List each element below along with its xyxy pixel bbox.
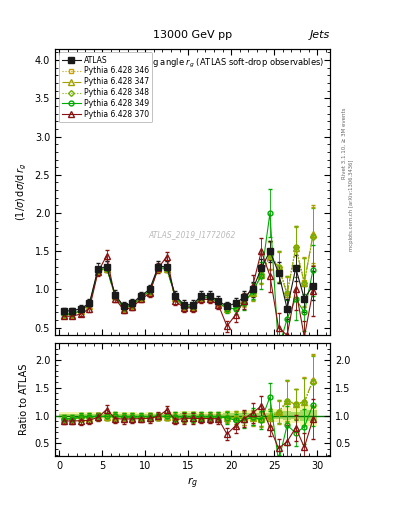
Legend: ATLAS, Pythia 6.428 346, Pythia 6.428 347, Pythia 6.428 348, Pythia 6.428 349, P: ATLAS, Pythia 6.428 346, Pythia 6.428 34… bbox=[59, 52, 152, 122]
Text: mcplots.cern.ch [arXiv:1306.3436]: mcplots.cern.ch [arXiv:1306.3436] bbox=[349, 159, 354, 250]
Text: Opening angle $r_g$ (ATLAS soft-drop observables): Opening angle $r_g$ (ATLAS soft-drop obs… bbox=[122, 57, 325, 70]
Y-axis label: Ratio to ATLAS: Ratio to ATLAS bbox=[19, 364, 29, 435]
Text: ATLAS_2019_I1772062: ATLAS_2019_I1772062 bbox=[149, 230, 236, 240]
Text: Jets: Jets bbox=[310, 30, 330, 40]
Y-axis label: $(1/\sigma)\,{\rm d}\sigma/{\rm d}\,r_g$: $(1/\sigma)\,{\rm d}\sigma/{\rm d}\,r_g$ bbox=[15, 163, 29, 221]
X-axis label: $r_g$: $r_g$ bbox=[187, 476, 198, 492]
Text: 13000 GeV pp: 13000 GeV pp bbox=[153, 30, 232, 40]
Text: Rivet 3.1.10, ≥ 3M events: Rivet 3.1.10, ≥ 3M events bbox=[342, 108, 346, 179]
